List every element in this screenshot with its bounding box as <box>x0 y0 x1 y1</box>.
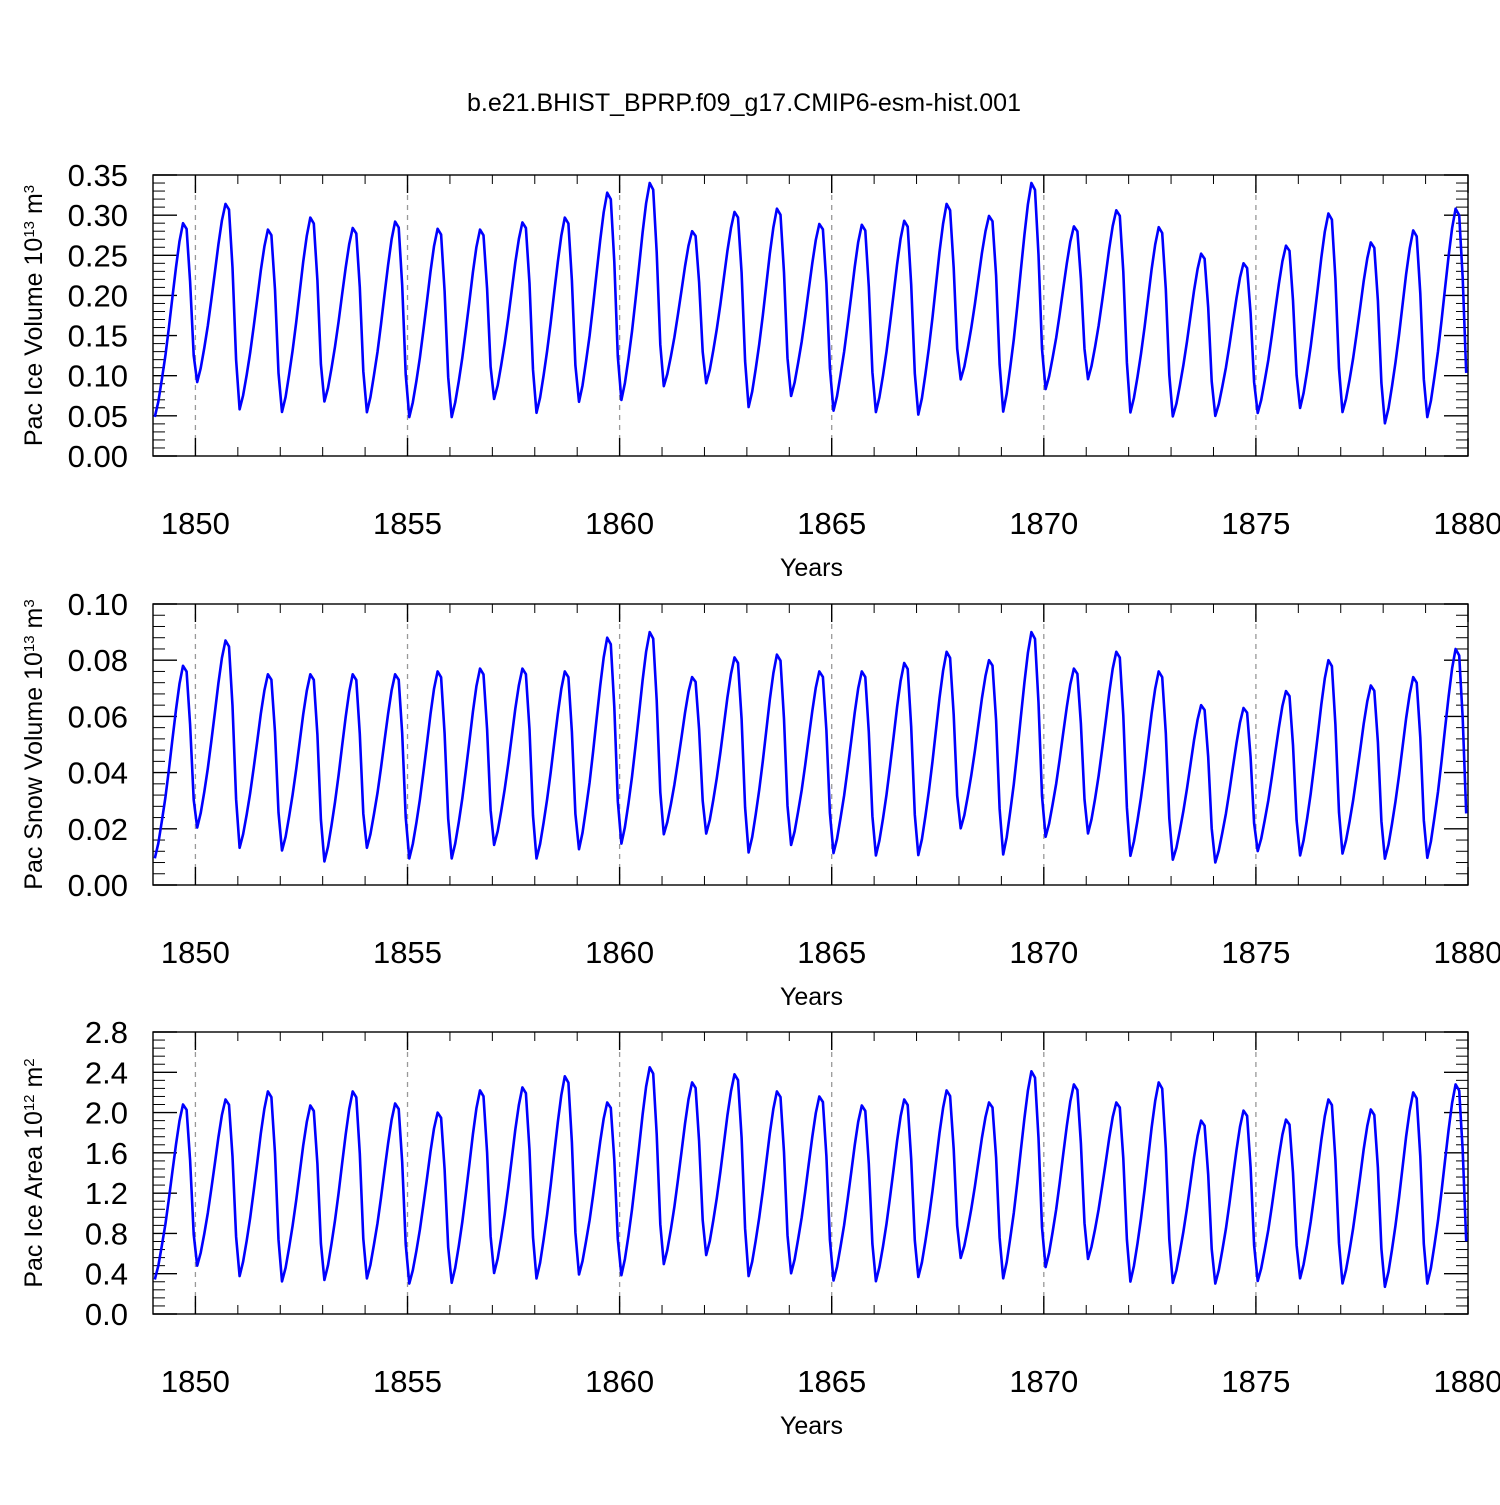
x-tick-label: 1875 <box>1221 506 1290 541</box>
y-tick-label: 0.10 <box>68 359 128 394</box>
y-tick-label: 0.8 <box>85 1216 128 1251</box>
y-axis-label: Pac Snow Volume 1013 m3 <box>20 599 48 889</box>
x-tick-label: 1880 <box>1434 935 1500 970</box>
y-tick-label: 0.00 <box>68 439 128 474</box>
x-tick-label: 1870 <box>1009 506 1078 541</box>
x-tick-label: 1880 <box>1434 506 1500 541</box>
y-label-superscript: 13 <box>21 221 38 238</box>
y-label-text: Pac Ice Area 10 <box>20 1111 48 1288</box>
y-tick-label: 0.00 <box>68 868 128 903</box>
x-axis-label: Years <box>780 983 843 1011</box>
y-tick-label: 0.06 <box>68 699 128 734</box>
y-tick-label: 0.10 <box>68 587 128 622</box>
y-tick-label: 0.08 <box>68 643 128 678</box>
y-tick-label: 1.6 <box>85 1136 128 1171</box>
y-tick-label: 0.05 <box>68 399 128 434</box>
y-tick-label: 2.8 <box>85 1015 128 1050</box>
y-tick-label: 0.35 <box>68 158 128 193</box>
y-label-text: m <box>20 1067 48 1095</box>
y-tick-label: 0.02 <box>68 812 128 847</box>
y-label-text: Pac Ice Volume 10 <box>20 238 48 446</box>
x-tick-label: 1870 <box>1009 935 1078 970</box>
panel-2: 1850 1855 1860 1865 1870 1875 1880 0.00 0.02 0.04… <box>20 587 1500 1011</box>
y-tick-label: 0.0 <box>85 1297 128 1332</box>
y-label-text: m <box>20 193 48 221</box>
y-label-superscript: 12 <box>21 1094 38 1111</box>
x-tick-label: 1870 <box>1009 1364 1078 1399</box>
series-line <box>153 1066 1468 1289</box>
x-tick-label: 1880 <box>1434 1364 1500 1399</box>
y-tick-label: 0.15 <box>68 319 128 354</box>
series-line <box>153 630 1468 864</box>
y-tick-label: 0.20 <box>68 278 128 313</box>
x-tick-label: 1865 <box>797 935 866 970</box>
plot-frame <box>152 174 1469 457</box>
plot-frame <box>152 1031 1469 1315</box>
y-label-text: Pac Snow Volume 10 <box>20 652 48 890</box>
x-tick-label: 1875 <box>1221 1364 1290 1399</box>
x-tick-label: 1875 <box>1221 935 1290 970</box>
x-tick-label: 1850 <box>161 935 230 970</box>
y-axis-label: Pac Ice Area 1012 m2 <box>20 1058 48 1287</box>
y-label-text: m <box>20 608 48 636</box>
y-tick-label: 0.4 <box>85 1257 128 1292</box>
x-axis-label: Years <box>780 554 843 582</box>
x-tick-label: 1860 <box>585 935 654 970</box>
x-tick-label: 1850 <box>161 506 230 541</box>
y-label-superscript: 3 <box>21 185 38 193</box>
y-tick-label: 0.30 <box>68 198 128 233</box>
y-tick-label: 2.4 <box>85 1055 128 1090</box>
y-tick-label: 0.04 <box>68 756 128 791</box>
panel-1: 1850 1855 1860 1865 1870 1875 1880 0.00 0.05 0.10… <box>20 158 1500 582</box>
x-tick-label: 1850 <box>161 1364 230 1399</box>
plot-frame <box>152 603 1469 886</box>
y-label-superscript: 3 <box>21 599 38 607</box>
x-tick-label: 1855 <box>373 1364 442 1399</box>
y-tick-label: 2.0 <box>85 1096 128 1131</box>
y-axis-label: Pac Ice Volume 1013 m3 <box>20 185 48 446</box>
panel-3: 1850 1855 1860 1865 1870 1875 1880 0.0 0.4 0.8 1.2… <box>20 1015 1500 1440</box>
series-line <box>153 181 1468 425</box>
y-tick-label: 0.25 <box>68 238 128 273</box>
y-label-superscript: 2 <box>21 1058 38 1066</box>
x-tick-label: 1860 <box>585 1364 654 1399</box>
x-tick-label: 1855 <box>373 506 442 541</box>
x-tick-label: 1855 <box>373 935 442 970</box>
x-tick-label: 1860 <box>585 506 654 541</box>
x-tick-label: 1865 <box>797 1364 866 1399</box>
chart-title: b.e21.BHIST_BPRP.f09_g17.CMIP6-esm-hist.… <box>467 89 1021 117</box>
y-label-superscript: 13 <box>21 635 38 652</box>
x-tick-label: 1865 <box>797 506 866 541</box>
y-tick-label: 1.2 <box>85 1176 128 1211</box>
x-axis-label: Years <box>780 1412 843 1440</box>
